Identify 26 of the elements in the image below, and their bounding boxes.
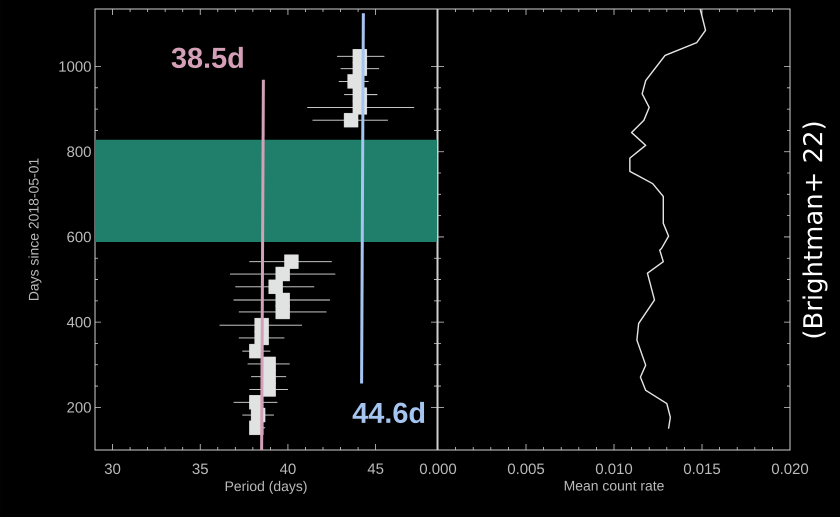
- x-tick-label: 0.005: [508, 464, 544, 474]
- x-tick-label: 40: [280, 464, 296, 474]
- point: [347, 74, 362, 89]
- x-axis-title: Mean count rate: [564, 480, 664, 491]
- x-tick-label: 35: [192, 464, 208, 474]
- y-tick-label: 600: [67, 232, 91, 242]
- x-tick-label: 0.020: [772, 464, 808, 474]
- y-tick-label: 400: [66, 316, 91, 328]
- x-tick-label: 0.015: [684, 464, 720, 474]
- point: [284, 254, 299, 269]
- x-tick-label: 45: [368, 464, 384, 474]
- annotation: 44.6d: [352, 402, 424, 424]
- point: [275, 266, 290, 282]
- x-tick-label: 0.010: [596, 464, 632, 474]
- x-tick-label: 0.000: [420, 464, 456, 474]
- x-axis-title: Period (days): [226, 480, 307, 494]
- y-tick-label: 200: [67, 402, 91, 413]
- point: [268, 280, 283, 294]
- y-axis-title: Days since 2018-05-01: [28, 158, 42, 300]
- point: [275, 304, 290, 320]
- y-tick-label: 800: [67, 146, 91, 158]
- y-tick-label: 1000: [59, 61, 91, 72]
- annotation: 38.5d: [172, 46, 243, 68]
- point: [344, 112, 358, 128]
- x-tick-label: 30: [104, 464, 120, 474]
- text: (Brightman+ 22): [802, 122, 828, 338]
